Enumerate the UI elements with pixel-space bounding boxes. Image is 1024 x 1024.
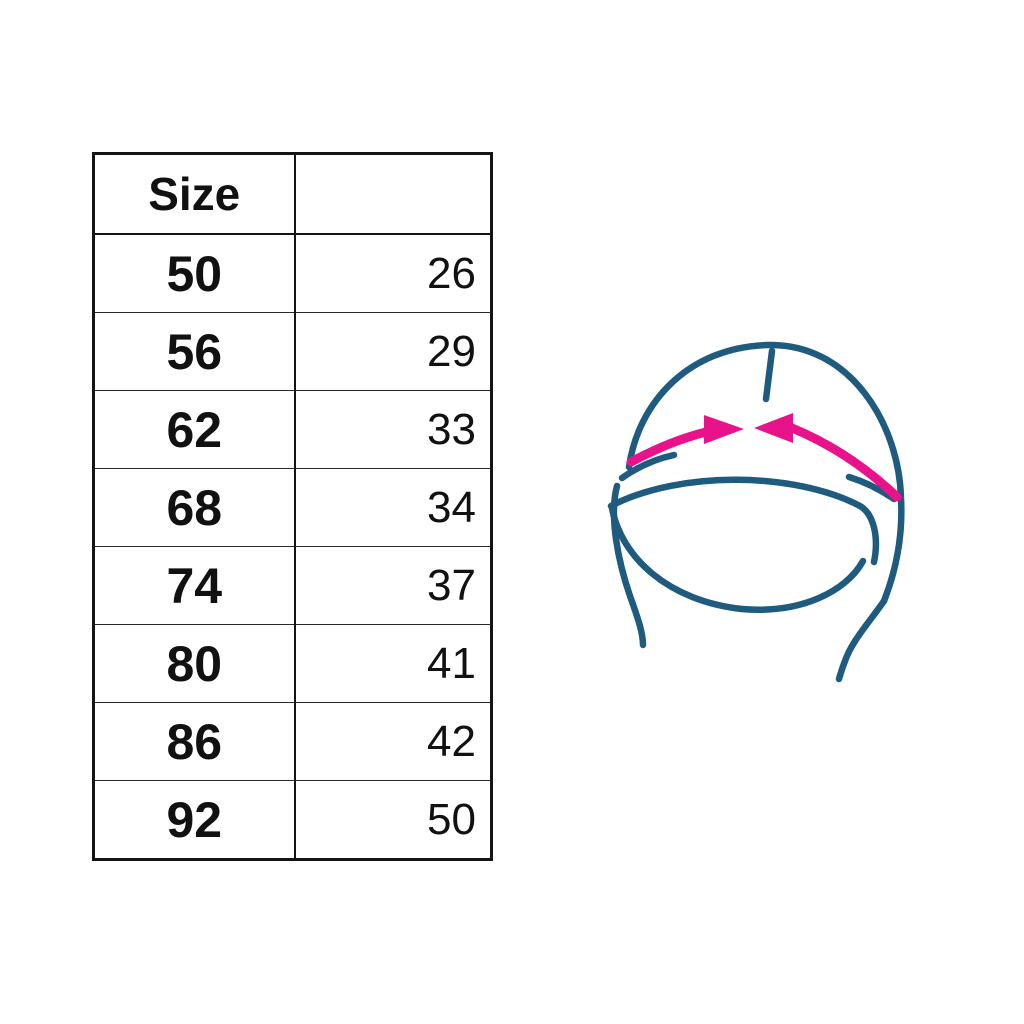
size-cell: 86 [93, 702, 295, 781]
size-cell: 92 [93, 780, 295, 860]
value-cell: 26 [293, 233, 492, 313]
table-row: 80 41 [93, 624, 492, 703]
value-cell: 37 [293, 546, 492, 625]
size-cell: 50 [93, 233, 295, 313]
hat-top-seam-line [762, 347, 776, 403]
hat-dome-outline [625, 341, 905, 605]
table-row: 62 33 [93, 390, 492, 469]
hat-left-tie-string [610, 482, 647, 649]
table-row: 92 50 [93, 780, 492, 860]
table-row: 74 37 [93, 546, 492, 625]
hat-illustration-svg [607, 341, 905, 683]
table-row: 50 26 [93, 233, 492, 313]
table-row: 86 42 [93, 702, 492, 781]
size-cell: 80 [93, 624, 295, 703]
size-column-header: Size [93, 153, 295, 235]
hat-face-opening-edge [608, 504, 867, 613]
hat-measurement-diagram [596, 326, 924, 714]
size-cell: 62 [93, 390, 295, 469]
measurement-arrow-right-head-icon [754, 413, 793, 443]
value-cell: 50 [293, 780, 492, 860]
hat-left-accent-line [618, 451, 678, 482]
hat-right-tie-string [835, 597, 888, 683]
table-header-row: Size [93, 153, 492, 235]
table-row: 68 34 [93, 468, 492, 547]
size-table: Size 50 26 56 29 62 33 68 34 74 [92, 152, 493, 861]
value-cell: 41 [293, 624, 492, 703]
measurement-arrow-left-shaft [626, 427, 711, 467]
hat-band-top-edge [607, 476, 880, 566]
value-cell: 42 [293, 702, 492, 781]
size-cell: 74 [93, 546, 295, 625]
value-cell: 34 [293, 468, 492, 547]
table-row: 56 29 [93, 312, 492, 391]
value-cell: 29 [293, 312, 492, 391]
value-column-header [293, 153, 492, 235]
size-cell: 68 [93, 468, 295, 547]
measurement-arrow-left-head-icon [704, 415, 744, 444]
value-cell: 33 [293, 390, 492, 469]
measurement-arrow-right-shaft [787, 423, 902, 502]
size-cell: 56 [93, 312, 295, 391]
